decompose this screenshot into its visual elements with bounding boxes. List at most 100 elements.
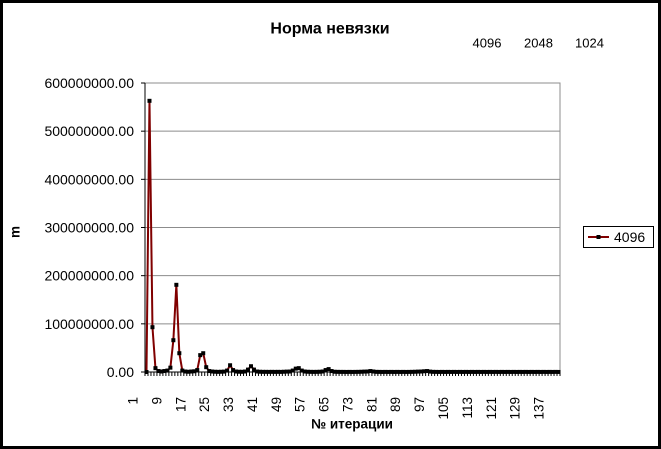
data-point-marker — [311, 369, 316, 374]
data-point-marker — [144, 370, 149, 374]
data-point-marker — [502, 369, 507, 374]
data-point-marker — [248, 364, 253, 369]
data-point-marker — [526, 369, 531, 374]
x-axis-title: № итерации — [311, 417, 393, 432]
data-point-marker — [475, 369, 480, 374]
data-point-marker — [183, 369, 188, 374]
data-point-marker — [219, 369, 224, 374]
data-point-marker — [254, 369, 259, 374]
data-point-marker — [234, 369, 239, 374]
data-point-marker — [272, 369, 277, 374]
y-tick-label: 200000000.00 — [44, 268, 134, 284]
data-point-marker — [195, 368, 200, 373]
data-point-marker — [284, 369, 289, 374]
x-tick-label: 49 — [269, 397, 284, 412]
data-point-marker — [463, 369, 468, 374]
data-point-marker — [511, 369, 516, 374]
data-point-marker — [457, 369, 462, 374]
data-point-marker — [493, 369, 498, 374]
y-tick-labels: 0.00 100000000.00 200000000.00 300000000.00… — [44, 75, 134, 380]
header-value: 1024 — [575, 36, 604, 51]
data-point-marker — [446, 369, 451, 374]
data-point-marker — [520, 369, 525, 374]
data-point-marker — [386, 369, 391, 374]
data-point-marker — [299, 368, 304, 373]
data-point-marker — [395, 369, 400, 374]
data-point-marker — [389, 369, 394, 374]
data-point-marker — [472, 369, 477, 374]
data-point-marker — [263, 369, 268, 374]
data-point-marker — [478, 369, 483, 374]
data-point-marker — [455, 369, 459, 374]
data-point-marker — [198, 353, 203, 358]
data-point-marker — [216, 369, 221, 374]
series-markers — [144, 98, 561, 374]
data-point-marker — [431, 369, 436, 374]
data-point-marker — [180, 368, 185, 373]
data-point-marker — [556, 369, 561, 374]
data-point-marker — [538, 369, 543, 374]
data-point-marker — [222, 369, 227, 374]
data-point-marker — [383, 369, 388, 374]
data-point-marker — [359, 369, 364, 374]
y-tick-label: 300000000.00 — [44, 220, 134, 236]
data-point-marker — [469, 369, 474, 374]
data-point-marker — [356, 369, 361, 374]
data-point-marker — [186, 369, 191, 374]
data-point-marker — [508, 369, 513, 374]
y-tick-label: 400000000.00 — [44, 171, 134, 187]
data-point-marker — [237, 369, 242, 374]
legend: 4096 — [583, 226, 654, 248]
data-point-marker — [353, 369, 358, 374]
data-point-marker — [228, 363, 233, 368]
data-point-marker — [174, 282, 179, 287]
x-tick-label: 113 — [460, 397, 475, 419]
data-point-marker — [544, 369, 549, 374]
data-point-marker — [326, 367, 331, 372]
data-point-marker — [305, 369, 310, 374]
data-point-marker — [362, 369, 367, 374]
data-point-marker — [350, 369, 355, 374]
data-point-marker — [496, 369, 501, 374]
data-point-marker — [434, 369, 439, 374]
data-point-marker — [547, 369, 552, 374]
data-point-marker — [165, 368, 170, 373]
x-tick-label: 17 — [173, 397, 188, 412]
data-point-marker — [251, 367, 256, 372]
data-point-marker — [532, 369, 537, 374]
data-point-marker — [541, 369, 546, 374]
data-point-marker — [377, 369, 382, 374]
data-point-marker — [278, 369, 283, 374]
data-point-marker — [293, 366, 298, 371]
data-point-marker — [499, 369, 504, 374]
x-tick-label: 73 — [340, 397, 355, 412]
data-point-marker — [213, 369, 218, 374]
data-point-marker — [490, 369, 495, 374]
data-point-marker — [341, 369, 346, 374]
x-tick-label: 89 — [388, 397, 403, 412]
data-point-marker — [529, 369, 534, 374]
data-point-marker — [269, 369, 274, 374]
data-point-marker — [550, 369, 555, 374]
data-point-marker — [204, 365, 209, 370]
data-point-marker — [466, 369, 471, 374]
chart-title: Норма невязки — [270, 21, 389, 38]
data-point-marker — [419, 369, 424, 374]
data-point-marker — [147, 98, 152, 103]
data-point-marker — [487, 369, 492, 374]
data-point-marker — [266, 369, 271, 374]
data-point-marker — [407, 369, 412, 374]
y-tick-label: 100000000.00 — [44, 316, 134, 332]
x-tick-label: 9 — [149, 397, 164, 405]
data-point-marker — [338, 369, 343, 374]
data-point-marker — [443, 369, 448, 374]
data-point-marker — [246, 367, 250, 372]
data-point-marker — [314, 369, 319, 374]
data-point-marker — [210, 369, 215, 374]
x-tick-label: 129 — [508, 397, 523, 420]
data-point-marker — [347, 369, 352, 374]
data-point-marker — [302, 369, 307, 374]
data-point-marker — [452, 369, 457, 374]
data-point-marker — [413, 369, 418, 374]
